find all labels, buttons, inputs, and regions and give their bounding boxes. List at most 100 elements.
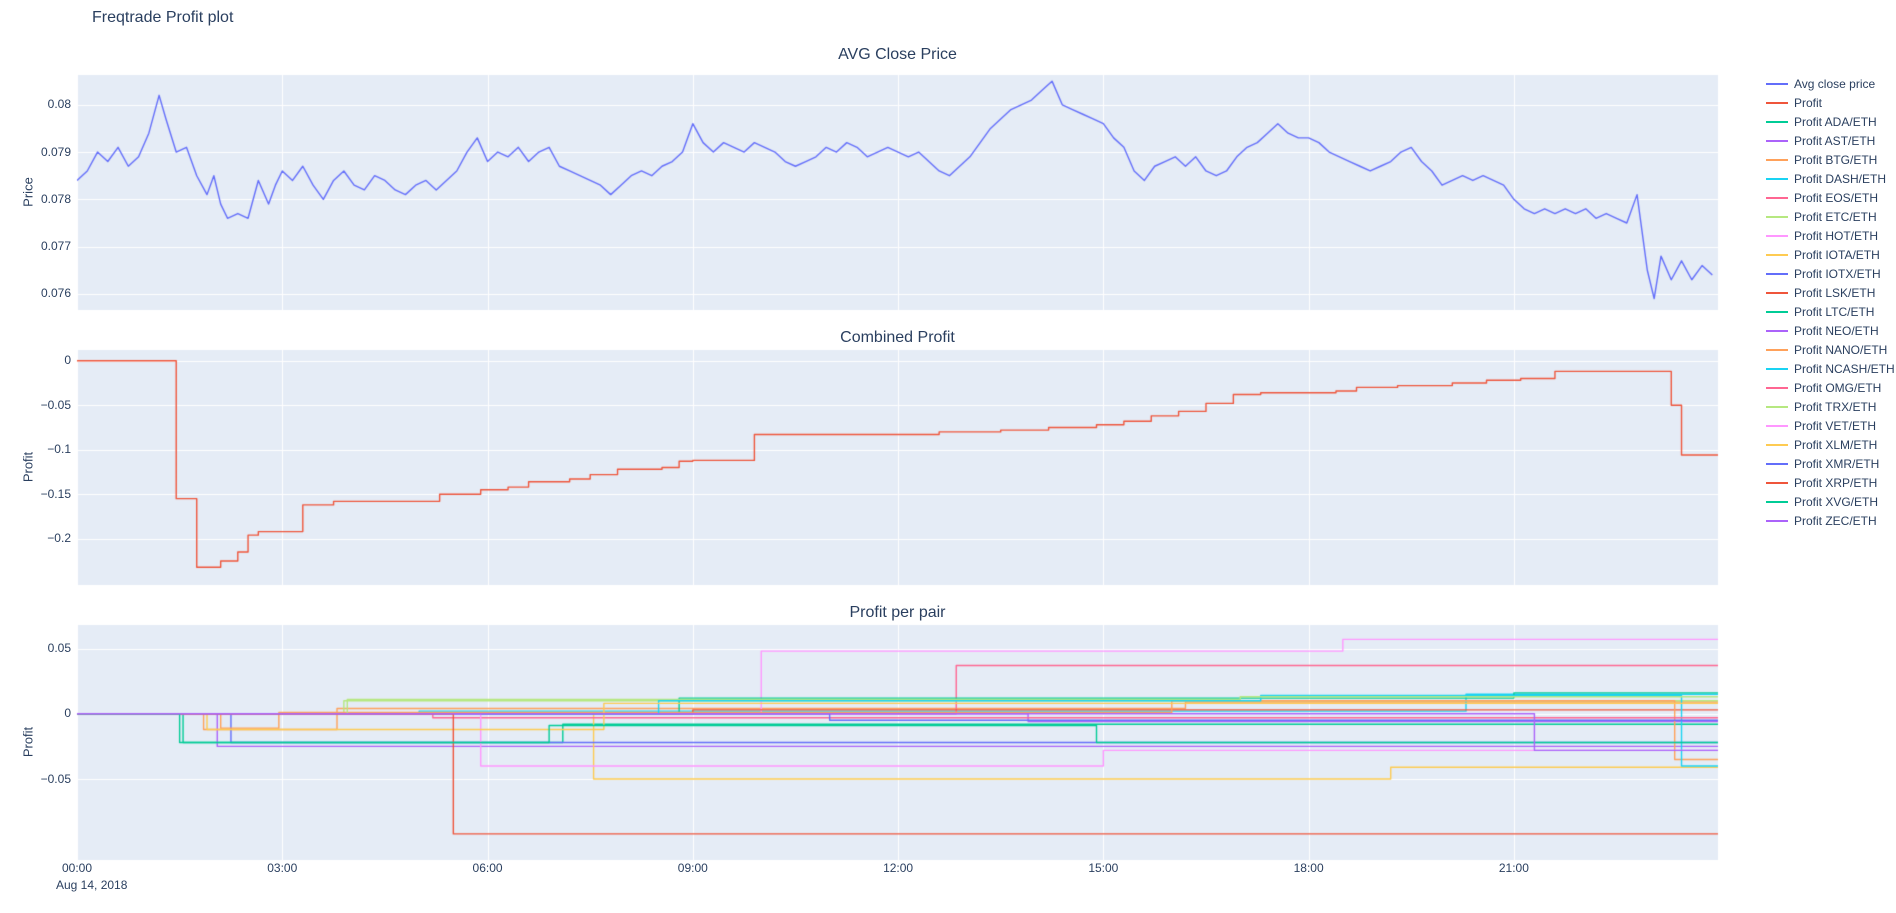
y-tick-label: −0.05 xyxy=(40,771,71,786)
legend-line-swatch xyxy=(1766,101,1788,104)
legend-item-label: Profit IOTX/ETH xyxy=(1794,266,1881,281)
y-axis-label-profit: Profit xyxy=(20,451,36,483)
legend-item-label: Profit EOS/ETH xyxy=(1794,190,1879,205)
legend-item[interactable]: Profit NCASH/ETH xyxy=(1766,359,1895,378)
legend-line-swatch xyxy=(1766,253,1788,256)
legend-item[interactable]: Profit IOTX/ETH xyxy=(1766,264,1895,283)
legend-item-label: Profit NANO/ETH xyxy=(1794,342,1888,357)
y-tick-label: 0 xyxy=(64,706,71,721)
legend-item[interactable]: Profit xyxy=(1766,93,1895,112)
legend-item-label: Profit LSK/ETH xyxy=(1794,285,1876,300)
x-tick-label: 12:00 xyxy=(883,861,914,875)
legend-item[interactable]: Profit XMR/ETH xyxy=(1766,454,1895,473)
legend-line-swatch xyxy=(1766,272,1788,275)
legend-item[interactable]: Profit ZEC/ETH xyxy=(1766,511,1895,530)
legend-item[interactable]: Profit HOT/ETH xyxy=(1766,226,1895,245)
x-tick-label: 00:00 xyxy=(61,861,93,875)
legend-item-label: Profit IOTA/ETH xyxy=(1794,247,1880,262)
legend-line-swatch xyxy=(1766,348,1788,351)
legend-line-swatch xyxy=(1766,367,1788,370)
legend-line-swatch xyxy=(1766,462,1788,465)
y-tick-label: 0.076 xyxy=(40,286,71,301)
legend-item[interactable]: Profit BTG/ETH xyxy=(1766,150,1895,169)
y-tick-label: 0 xyxy=(64,353,71,368)
legend-line-swatch xyxy=(1766,215,1788,218)
subplot-title-profit-per-pair: Profit per pair xyxy=(849,604,946,621)
legend-item-label: Profit NCASH/ETH xyxy=(1794,361,1895,376)
legend-item-label: Profit XVG/ETH xyxy=(1794,494,1879,509)
subplot-title-avg-close-price: AVG Close Price xyxy=(838,46,957,63)
legend-item-label: Profit AST/ETH xyxy=(1794,133,1876,148)
legend-line-swatch xyxy=(1766,291,1788,294)
legend-item[interactable]: Profit EOS/ETH xyxy=(1766,188,1895,207)
legend-line-swatch xyxy=(1766,120,1788,123)
legend-item-label: Profit ETC/ETH xyxy=(1794,209,1877,224)
legend-line-swatch xyxy=(1766,158,1788,161)
legend-line-swatch xyxy=(1766,310,1788,313)
legend-item-label: Profit XRP/ETH xyxy=(1794,475,1878,490)
legend-item[interactable]: Profit ETC/ETH xyxy=(1766,207,1895,226)
legend-line-swatch xyxy=(1766,329,1788,332)
y-tick-label: −0.1 xyxy=(47,442,71,457)
legend-item[interactable]: Profit IOTA/ETH xyxy=(1766,245,1895,264)
x-tick-label: 09:00 xyxy=(677,861,708,875)
legend-line-swatch xyxy=(1766,519,1788,522)
legend-item-label: Profit XLM/ETH xyxy=(1794,437,1878,452)
y-tick-label: −0.2 xyxy=(47,531,71,546)
x-tick-label: 15:00 xyxy=(1088,861,1119,875)
y-tick-label: 0.077 xyxy=(40,239,71,254)
legend-item[interactable]: Profit VET/ETH xyxy=(1766,416,1895,435)
legend-item-label: Profit VET/ETH xyxy=(1794,418,1877,433)
x-tick-label: 06:00 xyxy=(472,861,503,875)
legend-item-label: Profit ADA/ETH xyxy=(1794,114,1877,129)
legend-line-swatch xyxy=(1766,234,1788,237)
legend-item-label: Profit XMR/ETH xyxy=(1794,456,1880,471)
legend-item[interactable]: Profit XVG/ETH xyxy=(1766,492,1895,511)
legend-item-label: Profit LTC/ETH xyxy=(1794,304,1875,319)
legend-item[interactable]: Profit DASH/ETH xyxy=(1766,169,1895,188)
legend-item[interactable]: Profit OMG/ETH xyxy=(1766,378,1895,397)
x-tick-label: 18:00 xyxy=(1293,861,1324,875)
y-tick-label: −0.15 xyxy=(40,486,71,501)
legend-item-label: Profit TRX/ETH xyxy=(1794,399,1877,414)
legend-item-label: Profit NEO/ETH xyxy=(1794,323,1879,338)
y-tick-label: 0.079 xyxy=(40,144,71,159)
legend-item[interactable]: Profit AST/ETH xyxy=(1766,131,1895,150)
legend-item[interactable]: Profit ADA/ETH xyxy=(1766,112,1895,131)
legend: Avg close price Profit Profit ADA/ETH Profi… xyxy=(1766,74,1895,530)
legend-line-swatch xyxy=(1766,405,1788,408)
y-axis-label-profit2: Profit xyxy=(20,726,36,758)
legend-line-swatch xyxy=(1766,481,1788,484)
legend-item-label: Avg close price xyxy=(1794,76,1876,91)
legend-line-swatch xyxy=(1766,139,1788,142)
x-tick-label: 21:00 xyxy=(1498,861,1529,875)
x-tick-label: 03:00 xyxy=(267,861,298,875)
subplot-title-combined-profit: Combined Profit xyxy=(840,329,955,346)
legend-item[interactable]: Profit TRX/ETH xyxy=(1766,397,1895,416)
legend-item-label: Profit HOT/ETH xyxy=(1794,228,1879,243)
y-tick-label: 0.08 xyxy=(47,97,71,112)
legend-item[interactable]: Profit NEO/ETH xyxy=(1766,321,1895,340)
legend-item[interactable]: Profit LTC/ETH xyxy=(1766,302,1895,321)
legend-item[interactable]: Profit NANO/ETH xyxy=(1766,340,1895,359)
legend-item-label: Profit DASH/ETH xyxy=(1794,171,1887,186)
legend-item-label: Profit OMG/ETH xyxy=(1794,380,1882,395)
legend-line-swatch xyxy=(1766,443,1788,446)
legend-line-swatch xyxy=(1766,424,1788,427)
y-tick-label: 0.078 xyxy=(40,191,71,206)
legend-line-swatch xyxy=(1766,177,1788,180)
legend-item[interactable]: Profit XLM/ETH xyxy=(1766,435,1895,454)
legend-line-swatch xyxy=(1766,196,1788,199)
legend-item-label: Profit BTG/ETH xyxy=(1794,152,1878,167)
legend-line-swatch xyxy=(1766,500,1788,503)
legend-item[interactable]: Profit LSK/ETH xyxy=(1766,283,1895,302)
legend-item[interactable]: Avg close price xyxy=(1766,74,1895,93)
legend-line-swatch xyxy=(1766,386,1788,389)
legend-item-label: Profit xyxy=(1794,95,1823,110)
y-tick-label: −0.05 xyxy=(40,397,71,412)
legend-item[interactable]: Profit XRP/ETH xyxy=(1766,473,1895,492)
legend-line-swatch xyxy=(1766,82,1788,85)
page-title: Freqtrade Profit plot xyxy=(92,9,234,26)
x-axis-date-label: Aug 14, 2018 xyxy=(56,878,128,892)
